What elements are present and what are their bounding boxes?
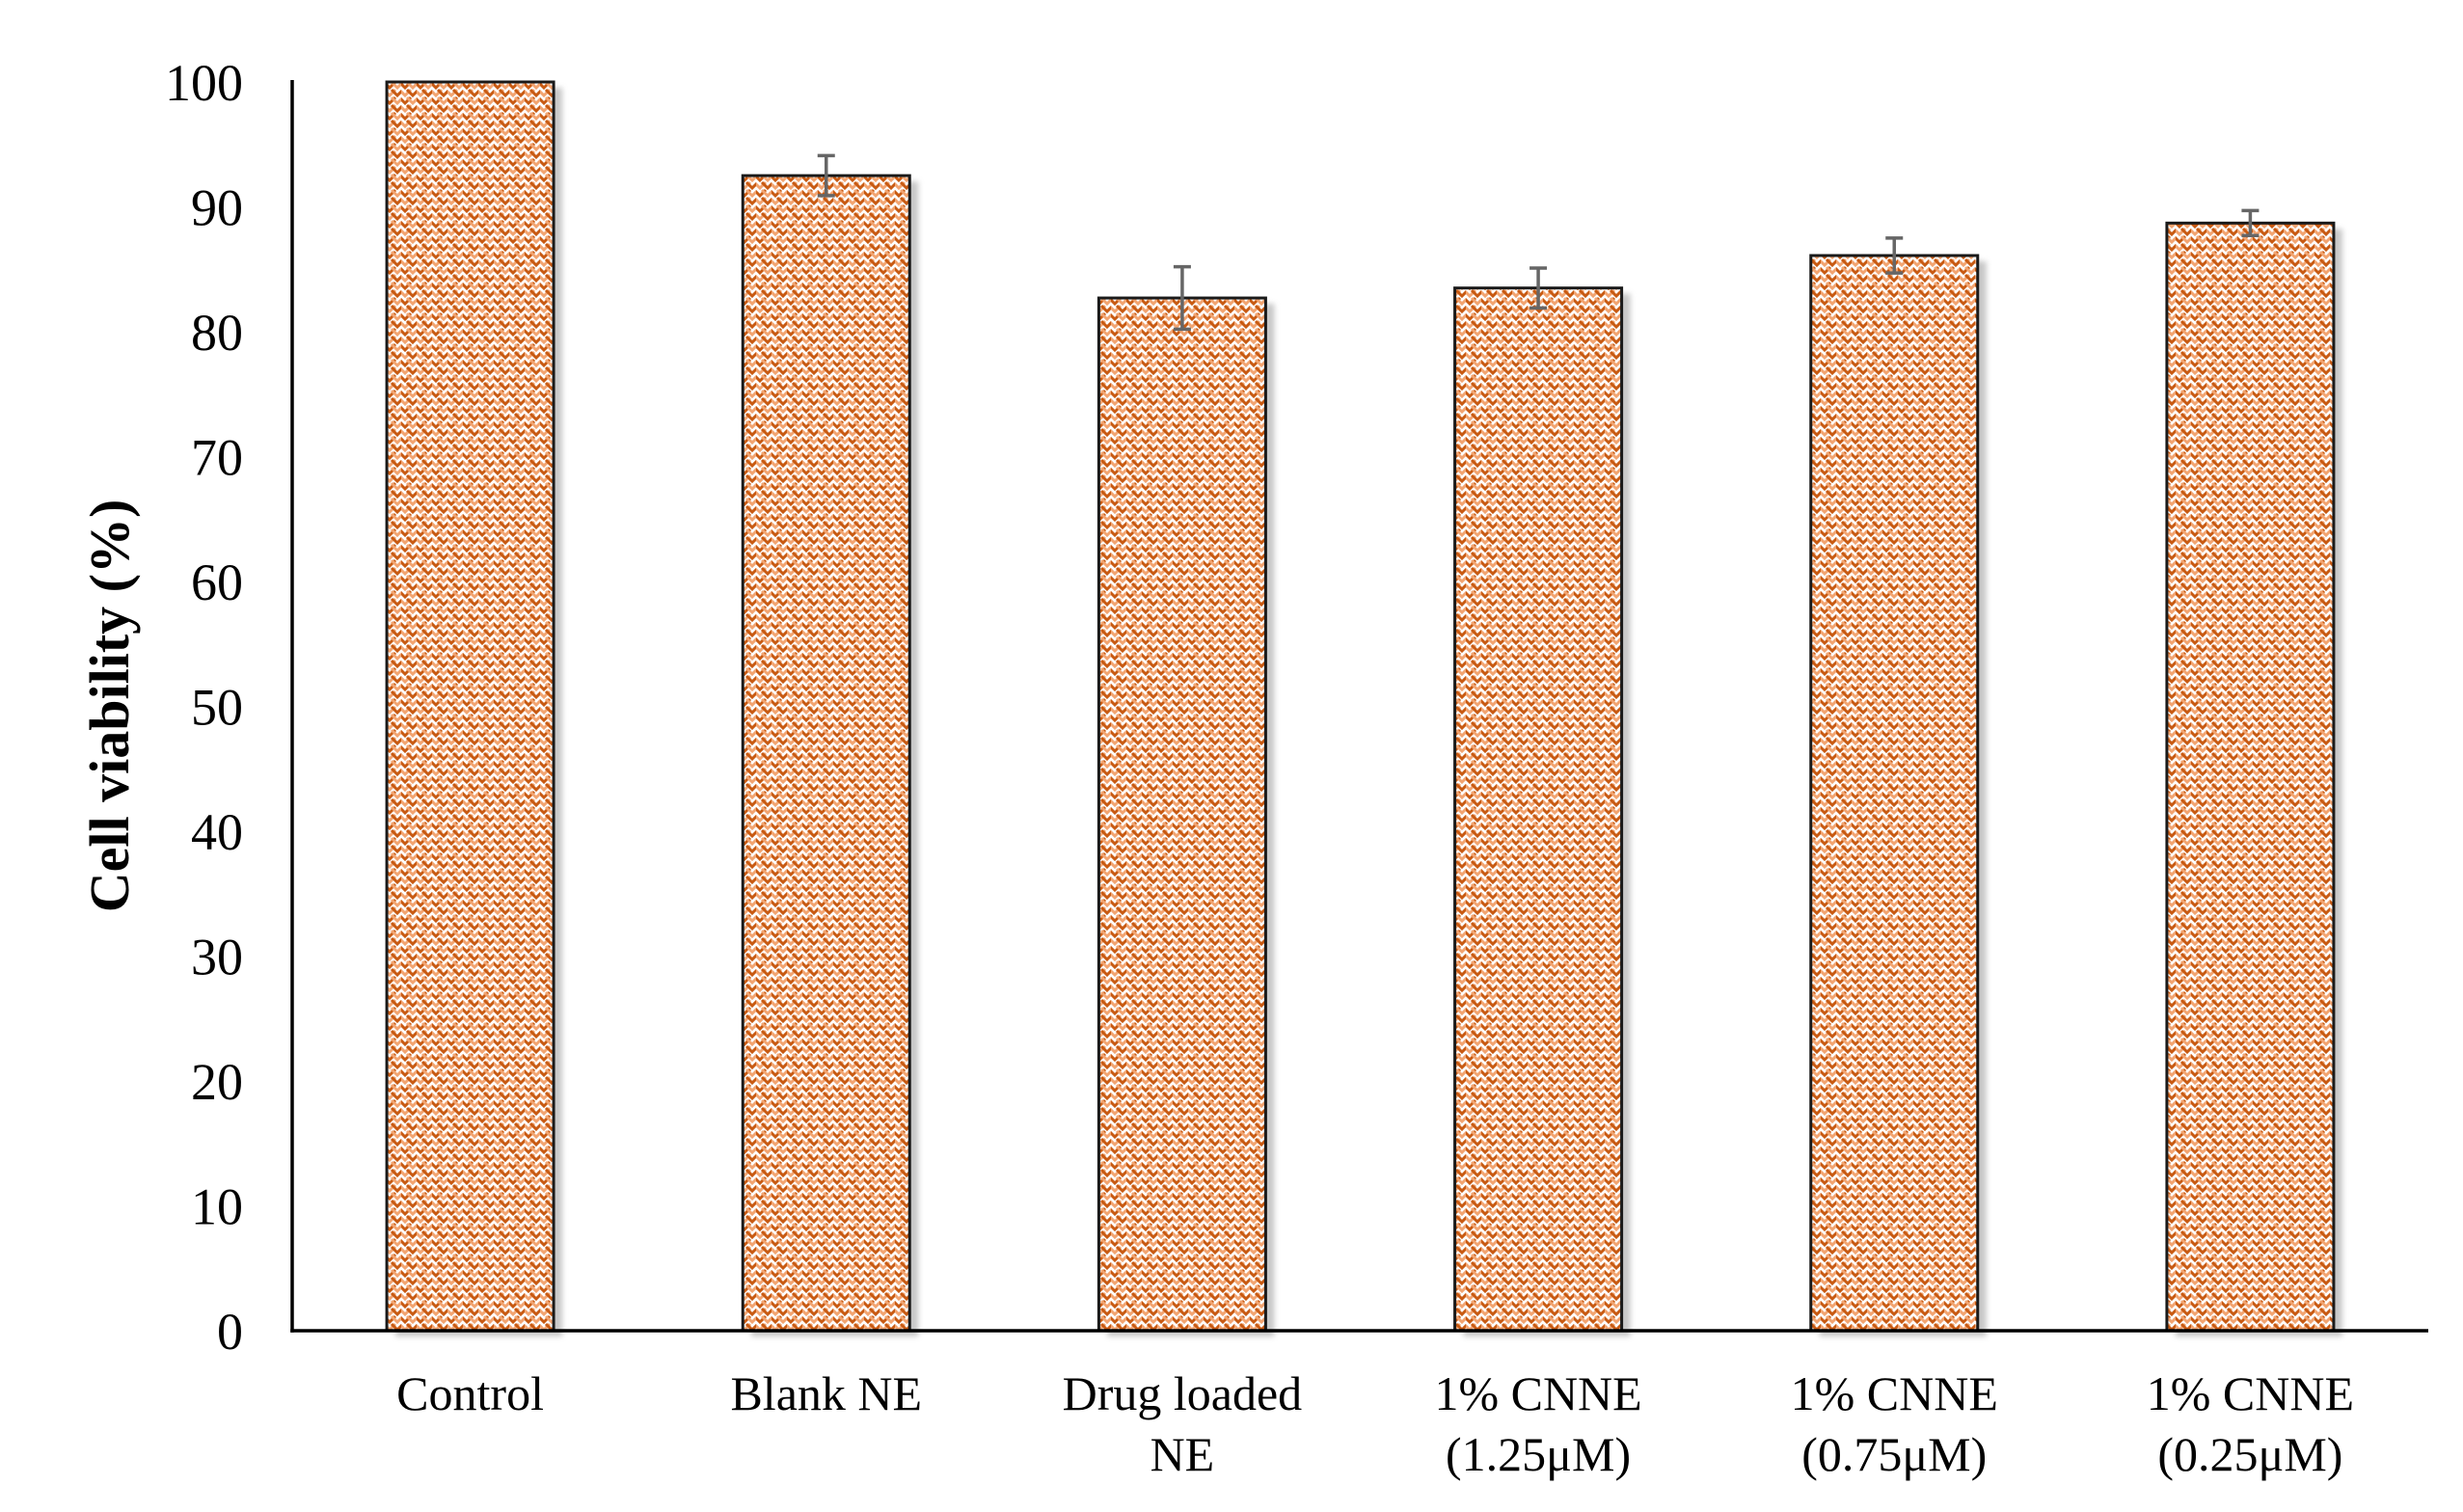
- y-tick-label: 60: [191, 554, 243, 611]
- x-tick-label: 1% CNNE: [2147, 1366, 2354, 1420]
- x-category-labels: Control Blank NE Drug loaded NE 1% CNNE (1.25…: [396, 1366, 2354, 1481]
- bar: [385, 80, 555, 1333]
- bar: [1453, 286, 1624, 1333]
- error-bar: [1885, 236, 1904, 275]
- bars-layer: [385, 80, 2342, 1337]
- y-tick-label: 40: [191, 803, 243, 861]
- y-tick-label: 10: [191, 1178, 243, 1236]
- y-tick-label: 0: [217, 1303, 243, 1361]
- y-tick-label: 100: [165, 54, 243, 112]
- bar: [2165, 221, 2336, 1333]
- y-tick-label: 80: [191, 304, 243, 362]
- x-tick-label: 1% CNNE: [1791, 1366, 1998, 1420]
- x-tick-label: NE: [1150, 1427, 1215, 1481]
- x-tick-label: Control: [396, 1366, 544, 1420]
- x-tick-label: (0.25μM): [2157, 1427, 2342, 1481]
- bar: [741, 174, 911, 1333]
- y-tick-label: 70: [191, 429, 243, 487]
- bar: [1809, 254, 1980, 1333]
- x-tick-label: Blank NE: [730, 1366, 922, 1420]
- bar: [1096, 296, 1267, 1333]
- error-bar: [817, 153, 835, 198]
- error-bar: [1173, 264, 1191, 332]
- error-bars-layer: [817, 153, 2260, 332]
- x-tick-label: Drug loaded: [1063, 1366, 1303, 1420]
- x-tick-label: (1.25μM): [1446, 1427, 1631, 1481]
- x-tick-label: (0.75μM): [1801, 1427, 1987, 1481]
- error-bar: [1529, 266, 1548, 310]
- y-tick-label: 30: [191, 929, 243, 986]
- y-axis-title: Cell viability (%): [78, 500, 141, 913]
- y-tick-labels: 0 10 20 30 40 50 60 70 80 90 100: [165, 54, 243, 1361]
- y-tick-label: 50: [191, 679, 243, 737]
- y-tick-label: 20: [191, 1053, 243, 1111]
- error-bar: [2241, 208, 2260, 238]
- y-tick-label: 90: [191, 179, 243, 237]
- x-tick-label: 1% CNNE: [1434, 1366, 1641, 1420]
